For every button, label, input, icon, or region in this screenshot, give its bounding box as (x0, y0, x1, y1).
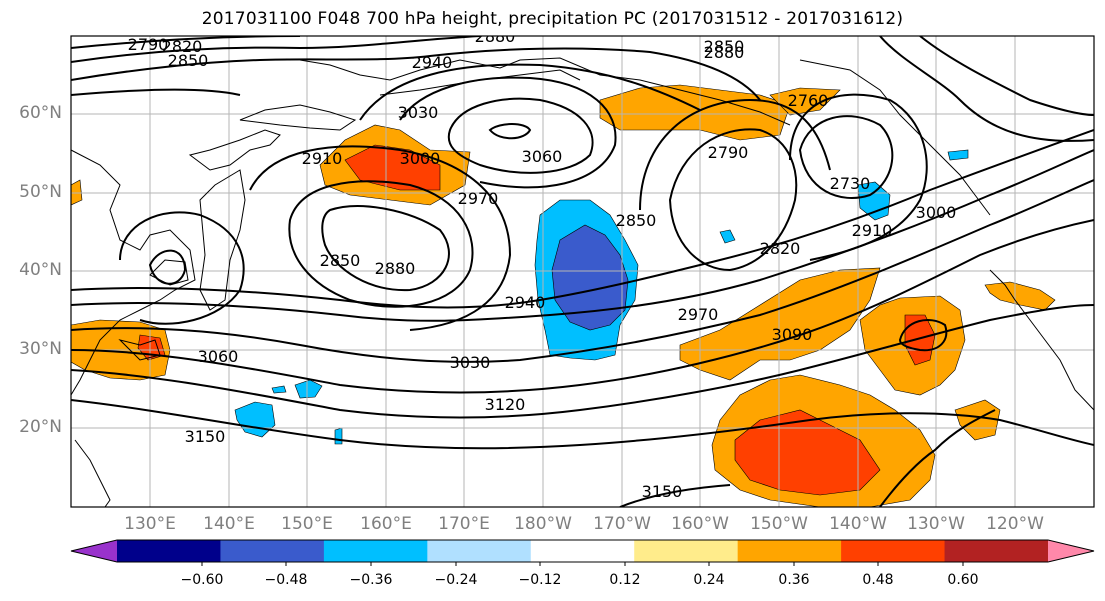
contour-label: 3060 (198, 347, 239, 366)
contour-label: 2940 (505, 293, 546, 312)
height-contours (71, 36, 1094, 507)
contour-label: 2880 (375, 259, 416, 278)
contour-label: 2760 (788, 91, 829, 110)
map-title: 2017031100 F048 700 hPa height, precipit… (201, 9, 904, 29)
contour-label: 3000 (916, 203, 957, 222)
contour-label: 2970 (458, 189, 499, 208)
contour-label: 3150 (642, 482, 683, 501)
map-border (70, 35, 1095, 508)
graticule (71, 36, 1094, 507)
contour-label: 2910 (302, 149, 343, 168)
contour-label: 2910 (852, 221, 893, 240)
contour-label: 2970 (678, 305, 719, 324)
contour-label: 2850 (704, 37, 745, 56)
lon-label: 120°W (986, 514, 1044, 534)
lon-label: 160°W (671, 514, 729, 534)
contour-label: 2820 (162, 37, 203, 56)
contour-label: 3030 (398, 103, 439, 122)
lon-label: 160°E (360, 514, 412, 534)
contour-label: 3120 (485, 395, 526, 414)
lon-label: 150°E (281, 514, 333, 534)
contour-label: 3000 (400, 149, 441, 168)
lon-label: 170°E (438, 514, 490, 534)
lon-label: 130°W (907, 514, 965, 534)
contour-label: 2880 (704, 43, 745, 62)
colorbar-tick-label: −0.12 (518, 572, 562, 588)
colorbar-tick-label: −0.24 (434, 572, 478, 588)
contour-label: 2850 (616, 211, 657, 230)
lon-label: 140°W (829, 514, 887, 534)
contour-label: 2850 (168, 51, 209, 70)
colorbar-tick-label: −0.36 (349, 572, 393, 588)
lon-label: 150°W (750, 514, 808, 534)
contour-label: 2940 (412, 53, 453, 72)
lat-label: 60°N (19, 103, 62, 123)
contour-label: 3030 (450, 353, 491, 372)
colorbar-tick-label: −0.60 (180, 572, 224, 588)
contour-label: 2790 (708, 143, 749, 162)
coastlines (71, 57, 1094, 507)
colorbar-tick-label: 0.48 (862, 572, 894, 588)
lat-label: 20°N (19, 417, 62, 437)
contour-label: 2880 (475, 27, 516, 46)
contour-label: 2730 (830, 174, 871, 193)
colorbar-tick-label: 0.36 (778, 572, 810, 588)
lon-label: 170°W (593, 514, 651, 534)
contour-label: 3150 (185, 427, 226, 446)
contour-label: 2820 (760, 239, 801, 258)
colorbar-tick-label: 0.60 (947, 572, 979, 588)
lon-label: 140°E (203, 514, 255, 534)
lon-label: 130°E (124, 514, 176, 534)
contour-label: 2850 (320, 251, 361, 270)
colorbar-tick-label: −0.48 (264, 572, 308, 588)
contour-label: 2790 (128, 35, 169, 54)
lon-label: 180°W (514, 514, 572, 534)
lat-label: 50°N (19, 182, 62, 202)
lat-label: 40°N (19, 260, 62, 280)
colorbar-tick-label: 0.12 (609, 572, 641, 588)
colorbar-tick-label: 0.24 (693, 572, 725, 588)
contour-label: 3090 (772, 325, 813, 344)
lat-label: 30°N (19, 339, 62, 359)
contour-label: 3060 (522, 147, 563, 166)
contour-labels: 2790 2820 2850 2880 2940 3030 3060 2910 … (128, 27, 957, 501)
